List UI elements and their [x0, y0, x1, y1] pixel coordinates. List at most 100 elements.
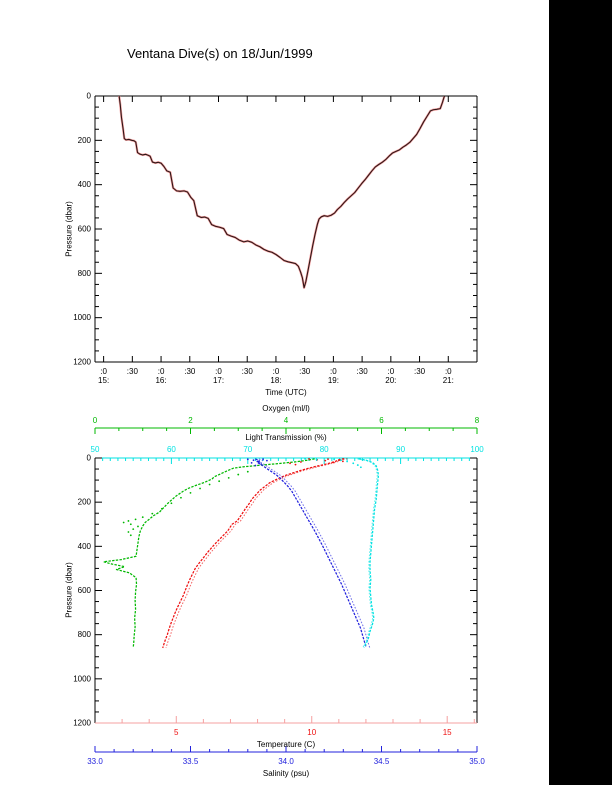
salinity-surface-scatter-dot [260, 463, 263, 466]
light-transmission-surface-scatter-dot [346, 460, 349, 463]
oxygen-secondary-trace-dot [170, 502, 173, 505]
pressure-tick-label: 800 [78, 630, 92, 639]
oxygen-secondary-trace-dot [137, 525, 139, 528]
oxygen-secondary-trace-dot [129, 534, 132, 537]
pressure-axis-label-top: Pressure (dbar) [64, 201, 74, 257]
time-tick-label: :0 [387, 367, 394, 376]
data-curve [118, 95, 445, 289]
salinity-axis-label: Salinity (psu) [262, 769, 310, 778]
salinity-tick-label: 35.0 [469, 757, 485, 766]
pressure-tick-label: 0 [87, 92, 92, 101]
oxygen-tick-label: 4 [284, 416, 289, 425]
lt-tick-label: 100 [470, 445, 484, 454]
data-curve [255, 458, 367, 648]
lt-tick-label: 90 [396, 445, 405, 454]
page-title: Ventana Dive(s) on 18/Jun/1999 [127, 46, 313, 61]
salinity-surface-scatter-dot [262, 458, 264, 461]
data-curve [162, 458, 345, 649]
temperature-tick-label: 10 [307, 728, 316, 737]
temperature-surface-scatter-dot [332, 461, 335, 464]
oxygen-secondary-trace-dot [127, 520, 130, 522]
oxygen-secondary-trace-dot [246, 470, 249, 473]
light-transmission-surface-scatter-dot [359, 466, 362, 469]
oxygen-tick-label: 6 [379, 416, 384, 425]
oxygen-secondary-trace-dot [151, 512, 154, 515]
time-hour-label: 18: [270, 376, 281, 385]
time-hour-label: 21: [443, 376, 454, 385]
pressure-tick-label: 200 [78, 498, 92, 507]
salinity-tick-label: 33.0 [87, 757, 103, 766]
pressure-axis-label-bottom: Pressure (dbar) [64, 562, 74, 618]
salinity-tick-label: 33.5 [183, 757, 199, 766]
pressure-tick-label: 400 [78, 180, 92, 189]
temperature-tick-label: 15 [443, 728, 452, 737]
temperature-surface-scatter-dot [294, 463, 297, 466]
time-tick-label: :0 [215, 367, 222, 376]
oxygen-secondary-trace-dot [160, 507, 163, 510]
salinity-surface-scatter-dot [250, 461, 253, 464]
temperature-tick-label: 5 [174, 728, 179, 737]
time-tick-label: :0 [100, 367, 107, 376]
time-hour-label: 20: [385, 376, 396, 385]
time-hour-label: 16: [155, 376, 166, 385]
data-curve [358, 458, 380, 648]
temperature-surface-scatter-dot [327, 458, 329, 461]
salinity-surface-scatter-dot [252, 459, 255, 462]
pressure-tick-label: 1000 [73, 674, 91, 683]
oxygen-secondary-trace-dot [208, 483, 211, 486]
temperature-surface-scatter-dot [308, 457, 310, 460]
light-transmission-surface-scatter-dot [356, 464, 359, 466]
light-transmission-axis-label: Light Transmission (%) [245, 433, 327, 442]
time-tick-label: :30 [299, 367, 311, 376]
oxygen-secondary-trace-dot [122, 521, 125, 524]
oxygen-tick-label: 2 [188, 416, 193, 425]
pressure-tick-label: 1200 [73, 719, 91, 728]
temperature-surface-scatter-dot [289, 462, 291, 465]
salinity-surface-scatter-dot [254, 464, 257, 467]
time-axis-label: Time (UTC) [265, 388, 307, 397]
time-tick-label: :30 [127, 367, 139, 376]
pressure-tick-label: 1000 [73, 313, 91, 322]
oxygen-tick-label: 0 [93, 416, 98, 425]
oxygen-secondary-trace-dot [218, 480, 221, 483]
light-transmission-surface-scatter-dot [315, 458, 318, 461]
salinity-surface-scatter-dot [256, 460, 259, 463]
time-tick-label: :0 [445, 367, 452, 376]
oxygen-secondary-trace-dot [132, 528, 135, 531]
salinity-surface-scatter-dot [266, 459, 268, 462]
light-transmission-surface-scatter-dot [340, 459, 342, 462]
oxygen-secondary-trace-dot [141, 516, 144, 519]
pressure-tick-label: 400 [78, 542, 92, 551]
data-curve [102, 458, 315, 648]
salinity-tick-label: 34.0 [278, 757, 294, 766]
lt-tick-label: 50 [91, 445, 100, 454]
time-tick-label: :30 [184, 367, 196, 376]
time-tick-label: :30 [357, 367, 369, 376]
lt-tick-label: 80 [320, 445, 329, 454]
temperature-axis-label: Temperature (C) [256, 740, 316, 749]
lt-tick-label: 70 [243, 445, 252, 454]
pressure-tick-label: 0 [87, 454, 92, 463]
oxygen-secondary-trace-dot [134, 518, 137, 521]
time-tick-label: :30 [414, 367, 426, 376]
right-black-strip [549, 0, 612, 785]
oxygen-secondary-trace-dot [227, 476, 230, 479]
salinity-surface-scatter-dot [258, 461, 261, 463]
pressure-tick-label: 800 [78, 269, 92, 278]
time-tick-label: :0 [330, 367, 337, 376]
oxygen-secondary-trace-dot [127, 531, 130, 533]
oxygen-secondary-trace-dot [237, 473, 240, 476]
pressure-tick-label: 600 [78, 225, 92, 234]
oxygen-secondary-trace-dot [189, 491, 192, 494]
oxygen-tick-label: 8 [475, 416, 480, 425]
light-transmission-surface-scatter-dot [333, 458, 336, 461]
pressure-tick-label: 1200 [73, 358, 91, 367]
pressure-tick-label: 600 [78, 586, 92, 595]
oxygen-axis-label: Oxygen (ml/l) [262, 404, 310, 413]
light-transmission-surface-scatter-dot [352, 462, 355, 465]
temperature-surface-scatter-dot [337, 459, 340, 462]
salinity-tick-label: 34.5 [374, 757, 390, 766]
oxygen-secondary-trace-dot [129, 523, 132, 526]
